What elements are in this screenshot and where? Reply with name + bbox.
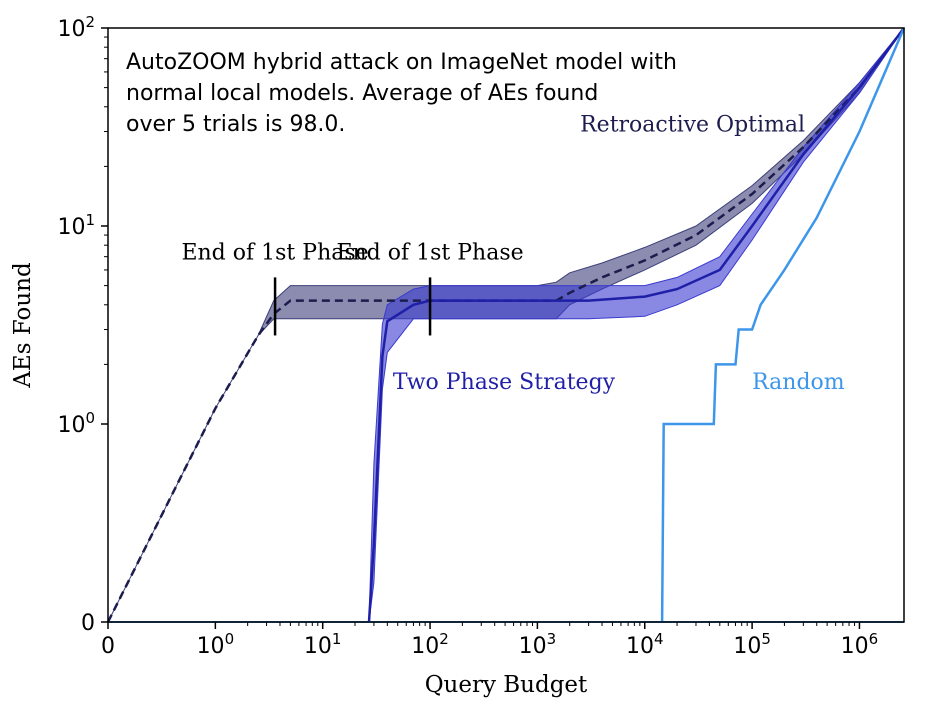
retroactive-optimal-label: Retroactive Optimal xyxy=(580,113,805,138)
random-line xyxy=(660,27,906,623)
random-label: Random xyxy=(752,370,845,395)
x-tick-label-2: 101 xyxy=(304,630,342,659)
x-tick-label-3: 102 xyxy=(411,630,449,659)
x-tick-label-5: 104 xyxy=(626,630,664,659)
x-tick-label-1: 100 xyxy=(197,630,235,659)
x-axis: 0 100 101 102 103 104 105 106 xyxy=(101,622,878,659)
annotation-line-1: AutoZOOM hybrid attack on ImageNet model… xyxy=(126,50,677,75)
annotation-line-3: over 5 trials is 98.0. xyxy=(126,112,345,137)
two-phase-strategy-label: Two Phase Strategy xyxy=(393,370,616,395)
plot-frame xyxy=(107,27,905,623)
x-tick-label-6: 105 xyxy=(733,630,771,659)
y-axis: 0 100 101 102 xyxy=(57,13,108,636)
x-tick-label-0: 0 xyxy=(101,634,115,659)
y-tick-label-1: 100 xyxy=(57,409,95,438)
x-tick-label-4: 103 xyxy=(519,630,557,659)
annotation-line-2: normal local models. Average of AEs foun… xyxy=(126,81,598,106)
two-phase-strategy-line xyxy=(367,27,906,623)
x-axis-title: Query Budget xyxy=(425,672,588,698)
y-axis-title: AEs Found xyxy=(10,262,36,389)
y-tick-label-2: 101 xyxy=(57,211,95,240)
y-tick-label-3: 102 xyxy=(57,13,95,42)
annotation: AutoZOOM hybrid attack on ImageNet model… xyxy=(126,50,677,137)
series-labels: Retroactive Optimal Two Phase Strategy Ran… xyxy=(393,113,845,396)
y-tick-label-0: 0 xyxy=(81,611,95,636)
phase-marker-label-2: End of 1st Phase xyxy=(336,240,523,265)
x-tick-label-7: 106 xyxy=(841,630,879,659)
phase-marker-label-1: End of 1st Phase xyxy=(181,240,368,265)
